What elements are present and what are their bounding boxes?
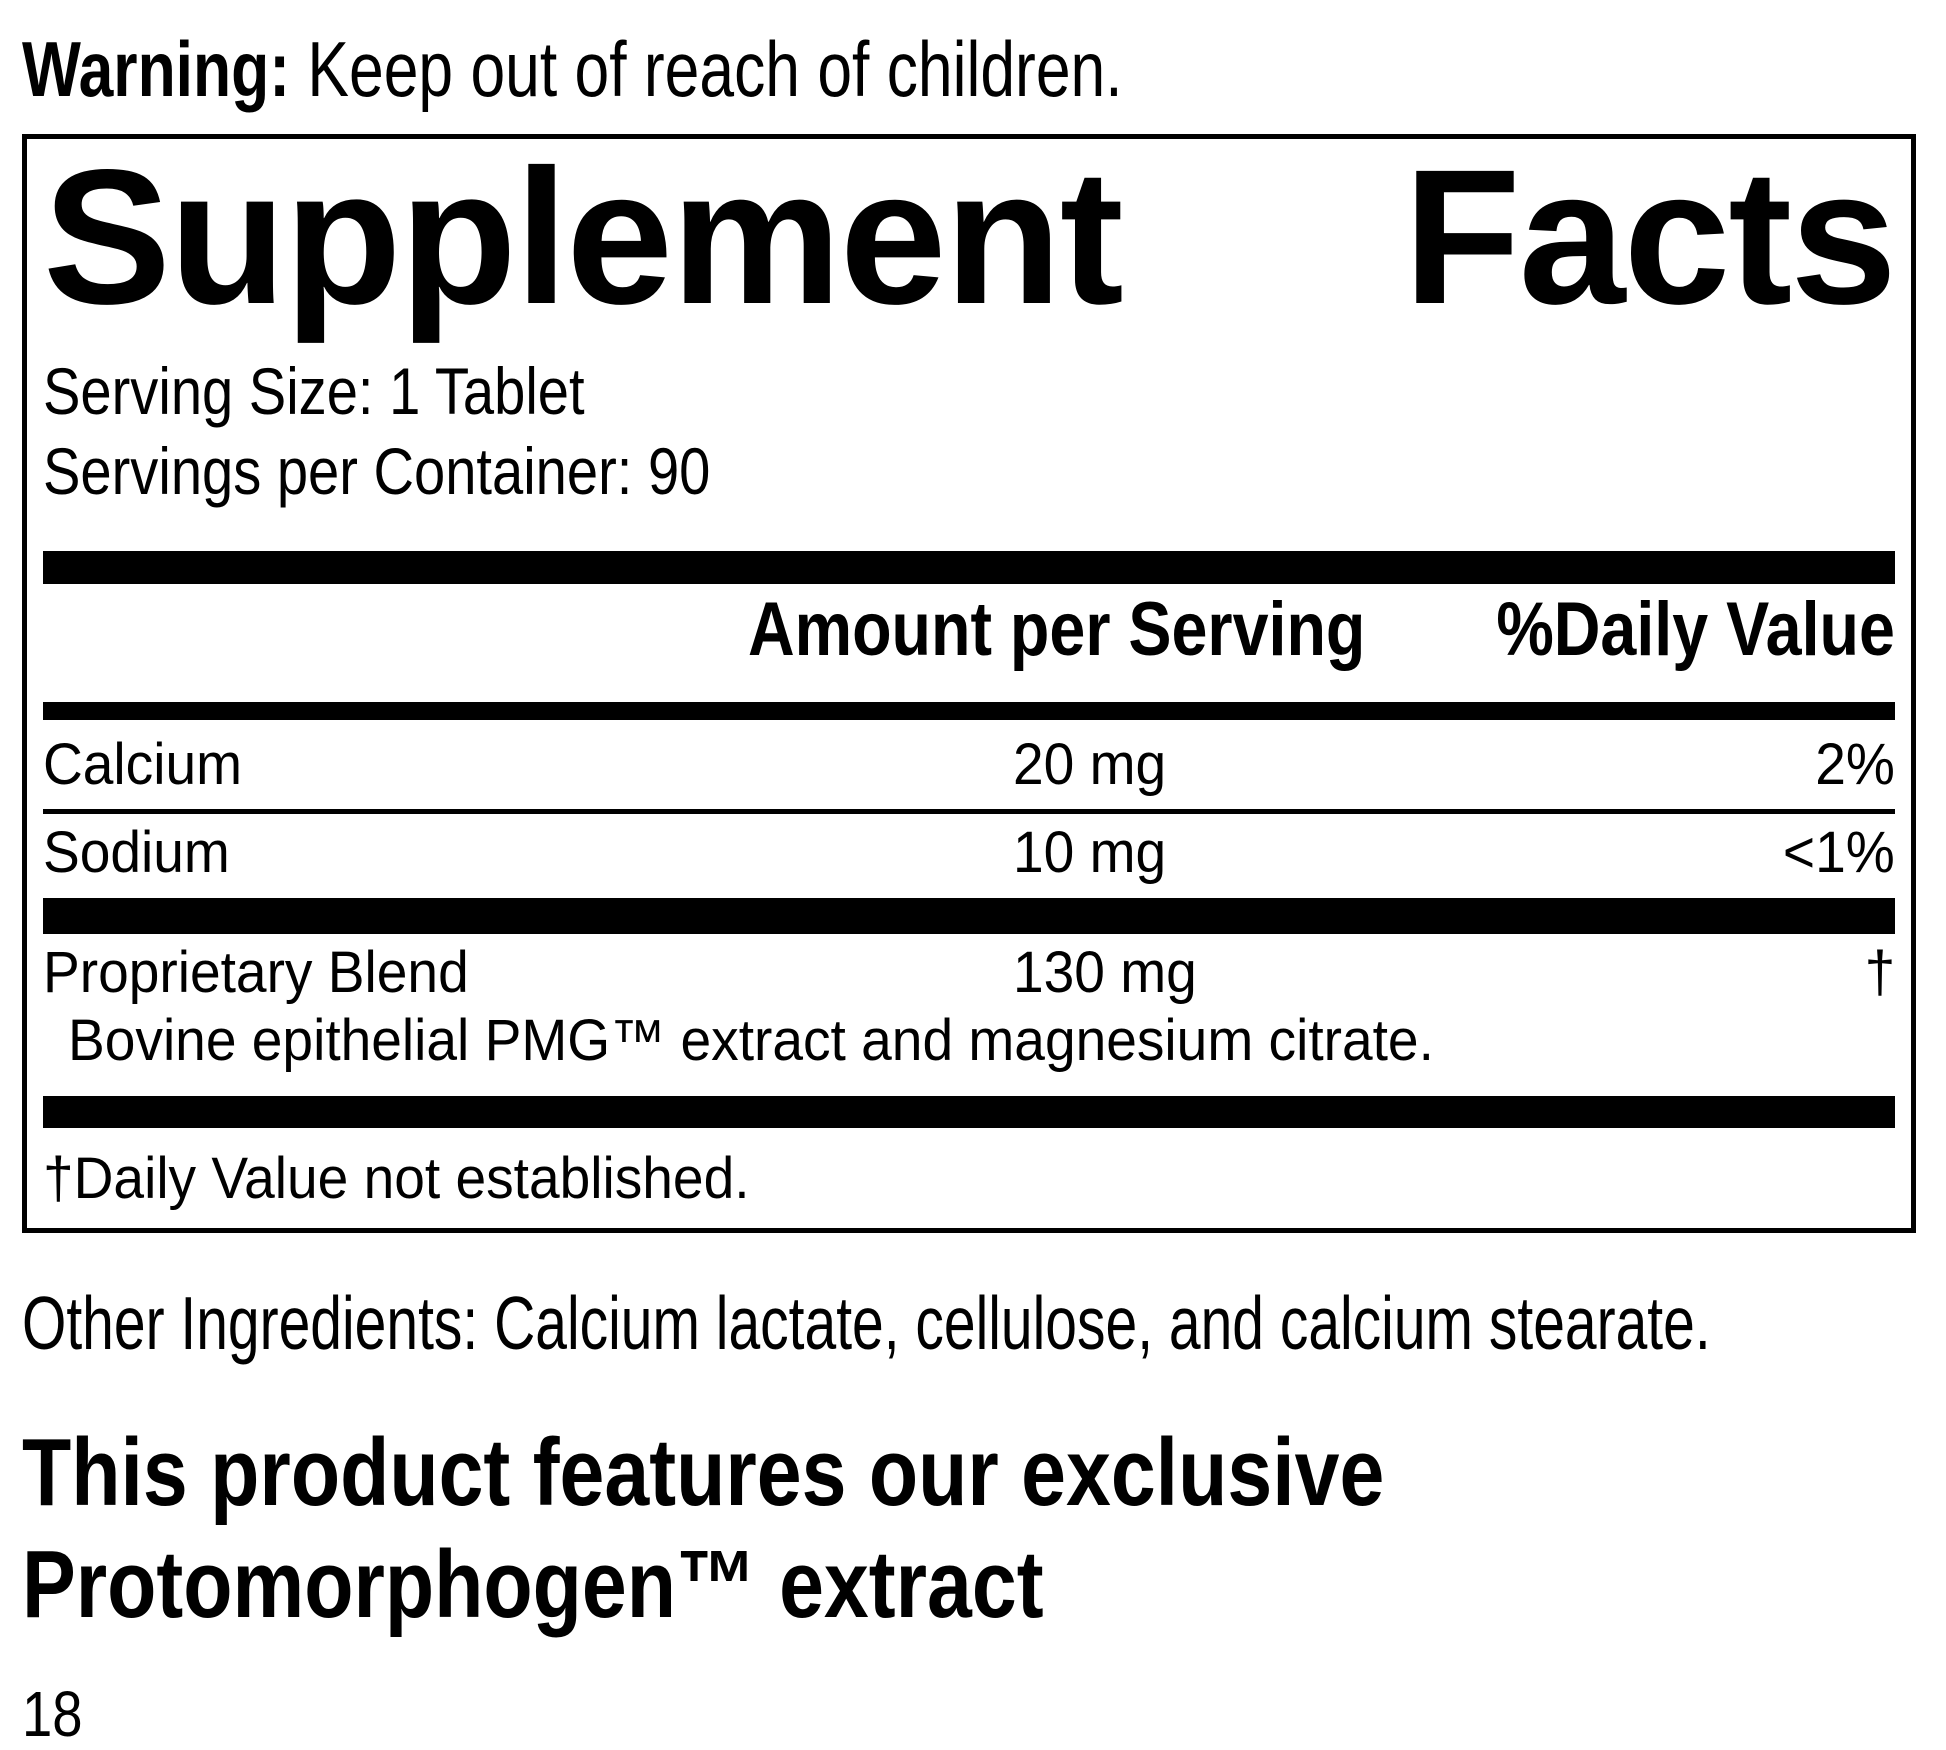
supplement-facts-panel: Supplement Facts Serving Size: 1 Tablet … [22, 134, 1916, 1233]
divider-heavy-top [43, 551, 1895, 584]
nutrient-name: Calcium [43, 732, 243, 797]
column-header-amount: Amount per Serving [748, 587, 1366, 672]
page-number: 18 [22, 1678, 83, 1750]
feature-note-line1: This product features our exclusive [22, 1419, 1385, 1526]
daily-value-footnote: †Daily Value not established. [43, 1146, 750, 1211]
nutrient-amount: 130 mg [1013, 940, 1197, 1005]
divider-heavy-bottom [43, 1096, 1895, 1128]
nutrient-amount: 10 mg [1013, 820, 1167, 885]
table-row-sodium: Sodium 10 mg <1% [43, 814, 1895, 884]
column-header-daily-value: %Daily Value [1496, 587, 1895, 672]
nutrient-daily-value: 2% [1815, 732, 1895, 797]
serving-info: Serving Size: 1 Tablet Servings per Cont… [43, 351, 1895, 511]
table-header-row: Amount per Serving %Daily Value [43, 590, 1895, 670]
warning-text: Keep out of reach of children. [290, 25, 1123, 113]
serving-size: Serving Size: 1 Tablet [43, 354, 585, 428]
nutrient-name: Proprietary Blend [43, 940, 469, 1005]
servings-per-container: Servings per Container: 90 [43, 434, 711, 508]
divider-thin [43, 809, 1895, 814]
table-row-proprietary-blend: Proprietary Blend 130 mg † Bovine epithe… [43, 934, 1895, 1078]
divider-medium-under-header [43, 702, 1895, 720]
blend-description: Bovine epithelial PMG™ extract and magne… [68, 1008, 1434, 1073]
table-row-calcium: Calcium 20 mg 2% [43, 720, 1895, 796]
nutrient-name: Sodium [43, 820, 230, 885]
supplement-facts-content: Supplement Facts Serving Size: 1 Tablet … [27, 139, 1911, 1228]
divider-heavy-middle [43, 898, 1895, 934]
title-word-supplement: Supplement [43, 129, 1124, 344]
nutrient-daily-value: <1% [1783, 820, 1895, 885]
nutrient-daily-value: † [1864, 940, 1895, 1005]
feature-note-line2: Protomorphogen™ extract [22, 1531, 1044, 1638]
title-word-facts: Facts [1403, 129, 1897, 344]
other-ingredients: Other Ingredients: Calcium lactate, cell… [22, 1281, 1711, 1365]
feature-note: This product features our exclusive Prot… [22, 1417, 1926, 1641]
nutrient-amount: 20 mg [1013, 732, 1167, 797]
supplement-facts-title: Supplement Facts [43, 129, 1897, 344]
warning-label: Warning: [22, 25, 291, 113]
warning-line: Warning: Keep out of reach of children. [22, 26, 1926, 112]
